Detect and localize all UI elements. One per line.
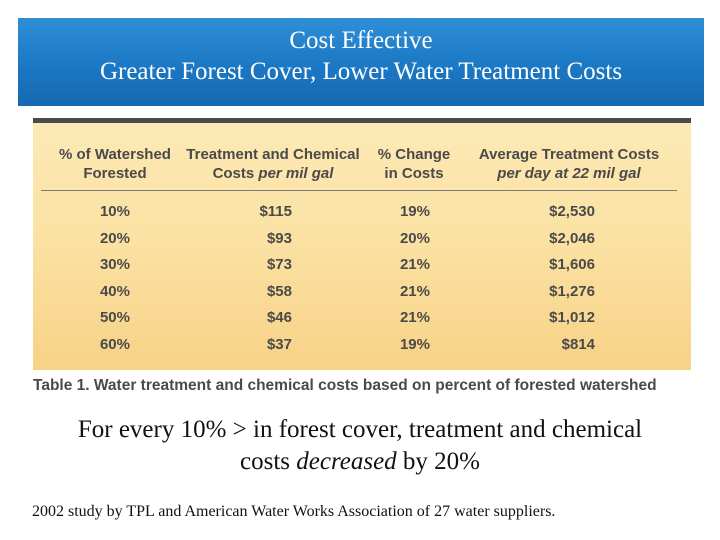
change-cell: 19% [399,203,430,220]
change-cell: 21% [399,282,430,300]
header-treatment-cost: Treatment and Chemical Costs per mil gal [186,146,360,182]
average-cost-cell: $1,606 [549,256,595,273]
treatment-cost-cell: $73 [266,256,292,273]
forested-cell: 40% [99,282,130,300]
average-cost-cell: $2,530 [549,203,595,220]
forested-cell: 20% [99,229,130,247]
table-caption: Table 1. Water treatment and chemical co… [33,377,657,394]
average-cost-cell: $1,276 [549,282,595,300]
treatment-cost-cell: $46 [266,309,292,326]
source-footnote: 2002 study by TPL and American Water Wor… [32,503,556,520]
change-cell: 20% [399,229,430,247]
title-line-1: Cost Effective [289,27,433,54]
forested-cell: 60% [99,335,130,353]
treatment-cost-cell: $115 [259,203,292,220]
statement: For every 10% > in forest cover, treatme… [77,416,643,475]
header-average-cost: Average Treatment Costs per day at 22 mi… [478,146,660,182]
title-banner: Cost Effective Greater Forest Cover, Low… [18,18,704,106]
table-top-rule [33,118,691,123]
change-cell: 21% [399,309,430,326]
change-cell: 19% [399,335,430,353]
title-line-2: Greater Forest Cover, Lower Water Treatm… [99,58,623,85]
header-rule [41,190,677,191]
forested-cell: 10% [99,203,130,220]
average-cost-cell: $1,012 [549,309,595,326]
treatment-cost-cell: $37 [266,335,292,353]
table-background [33,123,691,370]
header-percent-forested: % of Watershed Forested [59,146,171,182]
treatment-cost-cell: $93 [266,229,292,247]
change-cell: 21% [399,256,430,273]
table-panel: % of Watershed Forested Treatment and Ch… [33,118,691,400]
header-percent-change: % Change in Costs [377,146,451,182]
treatment-cost-cell: $58 [266,282,292,300]
forested-cell: 50% [99,309,130,326]
forested-cell: 30% [99,256,130,273]
average-cost-cell: $814 [561,335,595,353]
average-cost-cell: $2,046 [549,229,595,247]
